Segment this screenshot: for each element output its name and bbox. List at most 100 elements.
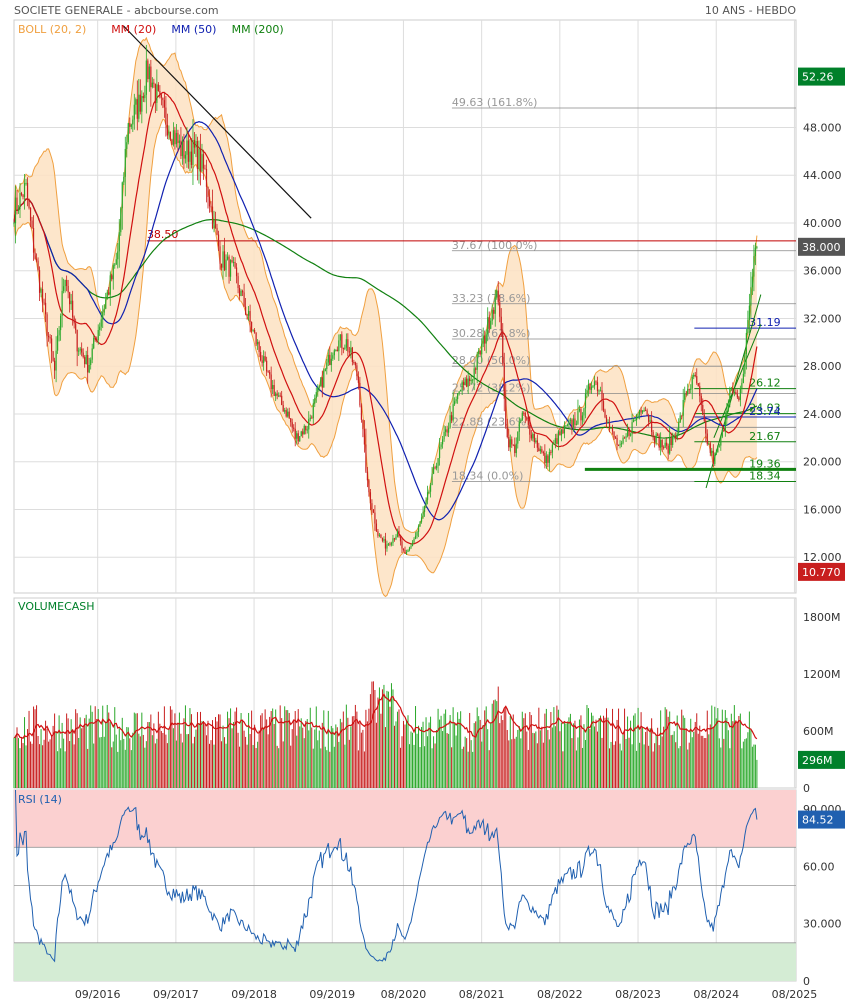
- candle-body: [604, 410, 606, 418]
- candle-body: [112, 265, 114, 280]
- volume-bar: [291, 729, 293, 788]
- candle-body: [55, 350, 57, 371]
- candle-body: [387, 543, 390, 545]
- candle-body: [37, 260, 39, 271]
- candle-body: [426, 492, 429, 500]
- candle-body: [254, 329, 256, 333]
- volume-bar: [393, 725, 395, 788]
- volume-bar: [294, 711, 296, 788]
- candle-body: [320, 377, 322, 387]
- candle-body: [413, 538, 415, 543]
- candle-body: [324, 369, 326, 372]
- candle-body: [577, 410, 579, 424]
- candle-body: [311, 417, 313, 419]
- volume-bar: [584, 739, 586, 788]
- rsi-line: [15, 789, 758, 963]
- volume-bar: [396, 711, 398, 788]
- candle-body: [333, 350, 335, 356]
- candle-body: [754, 247, 756, 257]
- volume-bar: [590, 712, 592, 788]
- candle-body: [261, 360, 263, 363]
- volume-axis-tick: 0: [803, 782, 810, 795]
- volume-bar: [563, 722, 565, 788]
- candle-body: [111, 275, 113, 280]
- volume-bar: [556, 705, 558, 788]
- volume-bar: [19, 748, 21, 788]
- volume-bar: [443, 713, 445, 788]
- volume-bar: [22, 743, 24, 788]
- candle-body: [192, 139, 194, 165]
- candle-body: [535, 440, 537, 443]
- candle-body: [488, 317, 490, 329]
- volume-bar: [160, 731, 162, 788]
- candle-body: [667, 445, 669, 454]
- volume-bar: [445, 709, 447, 788]
- volume-bar: [37, 735, 39, 788]
- candle-body: [753, 256, 755, 277]
- candle-body: [402, 548, 405, 550]
- candle-body: [399, 536, 402, 542]
- price-value-tag: [798, 67, 845, 86]
- candle-body: [461, 381, 463, 391]
- fibonacci-label: 37.67 (100.0%): [452, 239, 538, 252]
- candle-body: [255, 332, 257, 345]
- volume-bar: [142, 734, 144, 788]
- candle-body: [493, 309, 495, 314]
- candle-body: [251, 321, 253, 331]
- candle-body: [720, 436, 722, 446]
- candle-body: [238, 287, 241, 297]
- candle-body: [293, 427, 295, 429]
- volume-bar: [627, 716, 629, 788]
- candle-body: [123, 176, 125, 183]
- volume-bar: [287, 710, 289, 788]
- candle-body: [750, 287, 752, 306]
- volume-bar: [697, 733, 699, 788]
- price-axis-tick: 20.000: [803, 456, 842, 469]
- volume-bar: [248, 712, 250, 788]
- volume-bar: [318, 730, 320, 788]
- candle-body: [82, 352, 84, 358]
- candle-body: [323, 371, 325, 388]
- volume-bar: [36, 705, 38, 788]
- volume-bar: [264, 709, 266, 788]
- volume-bar: [410, 731, 412, 788]
- volume-bar: [81, 728, 83, 788]
- candle-body: [348, 351, 350, 353]
- volume-bar: [57, 751, 59, 788]
- candle-body: [23, 183, 26, 197]
- price-axis-tick: 16.000: [803, 503, 842, 516]
- candle-body: [428, 491, 430, 493]
- candle-body: [702, 405, 704, 415]
- level-label: 18.34: [749, 470, 781, 483]
- volume-bar: [348, 739, 350, 788]
- volume-bar: [398, 709, 400, 788]
- candle-body: [169, 131, 172, 140]
- candle-body: [154, 83, 156, 103]
- price-axis-tick: 24.000: [803, 408, 842, 421]
- volume-bar: [457, 712, 459, 788]
- volume-bar: [380, 713, 382, 788]
- candle-body: [127, 123, 129, 143]
- candle-body: [693, 374, 695, 377]
- candle-body: [372, 509, 375, 513]
- volume-bar: [132, 732, 134, 788]
- price-axis-tick: 36.000: [803, 265, 842, 278]
- volume-bar: [741, 748, 743, 788]
- candle-body: [527, 419, 529, 425]
- volume-bar: [103, 736, 105, 788]
- candle-body: [61, 290, 63, 316]
- rsi-value-tag: [798, 810, 845, 829]
- volume-bar: [661, 736, 663, 788]
- volume-bar: [461, 748, 463, 788]
- candle-body: [96, 339, 98, 341]
- resistance-label: 38.50: [147, 228, 179, 241]
- rsi-value-tag-label: 84.52: [802, 814, 834, 827]
- volume-bar: [527, 749, 529, 788]
- candle-body: [678, 422, 680, 434]
- candle-body: [350, 347, 352, 353]
- candle-body: [318, 386, 320, 388]
- candle-body: [500, 316, 502, 331]
- candle-body: [578, 408, 581, 411]
- candle-body: [721, 429, 723, 437]
- price-value-tag: [798, 562, 845, 581]
